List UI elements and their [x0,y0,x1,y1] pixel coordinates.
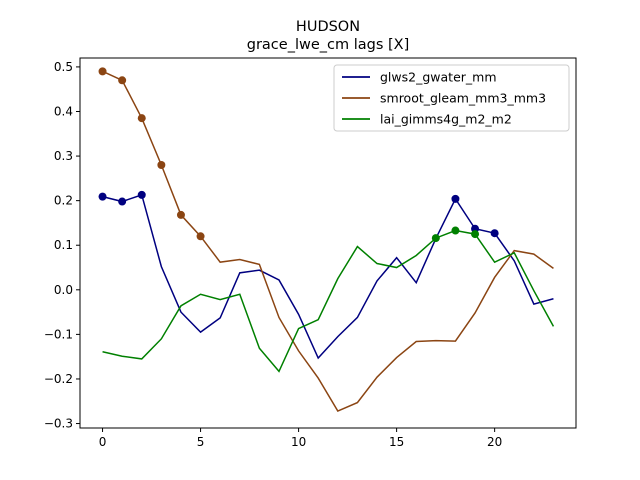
series-line-2 [102,229,555,373]
y-tick-label: 0.4 [54,104,73,118]
y-axis: −0.3 −0.2 −0.1 0.0 0.1 0.2 0.3 0.4 0.5 [44,60,80,431]
series-0-point-1 [118,197,127,206]
chart-subtitle: grace_lwe_cm lags [X] [247,37,410,53]
series-2-point-17 [431,234,440,243]
y-tick-label: 0.3 [54,149,73,163]
x-tick-label: 0 [99,435,107,449]
series-1-point-4 [176,210,185,219]
x-tick-label: 15 [389,435,404,449]
y-tick-label: −0.1 [44,327,73,341]
y-tick-label: 0.1 [54,238,73,252]
plot-frame [79,57,577,429]
legend-label-1: smroot_gleam_mm3_mm3 [380,91,546,106]
legend-label-0: glws2_gwater_mm [380,70,497,85]
series-line-0 [102,193,554,360]
y-tick-label: 0.5 [54,60,73,74]
series-line-1 [102,70,554,413]
series-1-point-0 [98,67,107,76]
legend-box [333,64,570,132]
y-tick-label: −0.3 [44,417,73,431]
series-layer [98,67,555,413]
series-0-point-18 [451,194,460,203]
series-2-point-18 [451,226,460,235]
series-0-point-0 [98,192,107,201]
series-2-point-19 [471,230,480,239]
series-0-point-2 [137,190,146,199]
legend: glws2_gwater_mm smroot_gleam_mm3_mm3 lai_g… [333,64,570,132]
series-1-point-1 [118,76,127,85]
chart-title: HUDSON [296,19,360,35]
x-tick-label: 10 [291,435,306,449]
y-tick-label: 0.0 [54,283,73,297]
y-tick-label: −0.2 [44,372,73,386]
series-1-point-3 [157,160,166,169]
x-tick-label: 20 [487,435,502,449]
x-axis: 0 5 10 15 20 [99,428,502,449]
x-tick-label: 5 [197,435,205,449]
legend-label-2: lai_gimms4g_m2_m2 [380,112,512,127]
series-1-point-2 [137,114,146,123]
series-0-point-20 [490,229,499,238]
series-1-point-5 [196,232,205,241]
y-tick-label: 0.2 [54,194,73,208]
